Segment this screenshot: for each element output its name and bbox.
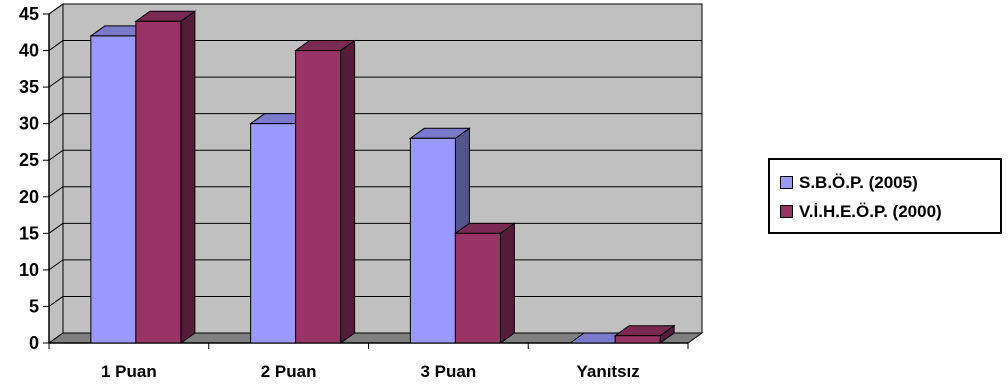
bar-1-2-front (250, 123, 297, 344)
y-tick-label: 0 (29, 333, 39, 353)
bar-1-3-front (409, 137, 456, 344)
gridline-side (48, 259, 64, 271)
y-tick-label: 25 (19, 150, 39, 170)
bar-2-1-front (135, 20, 182, 344)
bar-2-3-side (499, 222, 515, 344)
x-category-label: 2 Puan (261, 362, 317, 381)
legend-swatch-series-1 (780, 176, 793, 189)
bar-2-2-front (295, 50, 342, 344)
bar-2-3 (453, 222, 516, 344)
gridline-side (48, 296, 64, 307)
gridline-side (48, 76, 64, 88)
y-tick-label: 40 (19, 41, 39, 61)
y-tick-label: 15 (19, 223, 39, 243)
bar-2-3-front (454, 232, 501, 344)
x-axis-category-labels: 1 Puan 2 Puan 3 Puan Yanıtsız (101, 362, 640, 381)
bar-1-1-front (90, 35, 137, 344)
legend-item-series-1: S.B.Ö.P. (2005) (780, 168, 1000, 197)
bar-2-1 (134, 10, 197, 344)
gridline-side (48, 3, 64, 15)
legend-item-series-2: V.İ.H.E.Ö.P. (2000) (780, 197, 1000, 226)
gridline-side (48, 186, 64, 198)
x-category-label: 3 Puan (421, 362, 477, 381)
bar-2-2-side (340, 39, 356, 344)
legend-label-series-2: V.İ.H.E.Ö.P. (2000) (799, 201, 942, 221)
legend-label-series-1: S.B.Ö.P. (2005) (799, 172, 918, 192)
bar-2-1-side (180, 10, 196, 344)
y-tick-label: 45 (19, 4, 39, 24)
y-axis-tick-labels: 0 5 10 15 20 25 30 35 40 45 (19, 4, 39, 353)
y-tick-label: 5 (29, 296, 39, 316)
y-tick-label: 30 (19, 114, 39, 134)
y-tick-label: 20 (19, 187, 39, 207)
gridline-side (48, 40, 64, 51)
bars (89, 10, 676, 344)
bar-2-4-front (614, 335, 661, 344)
chart-legend: S.B.Ö.P. (2005) V.İ.H.E.Ö.P. (2000) (768, 158, 1002, 234)
side-wall (48, 3, 64, 344)
y-tick-label: 35 (19, 77, 39, 97)
bar-2-4 (613, 324, 676, 344)
gridline-side (48, 149, 64, 161)
gridline-side (48, 222, 64, 234)
gridline-side (48, 113, 64, 125)
legend-swatch-series-2 (780, 205, 793, 218)
y-tick-label: 10 (19, 260, 39, 280)
bar-2-2 (294, 39, 357, 344)
x-category-label: 1 Puan (101, 362, 157, 381)
x-category-label: Yanıtsız (576, 362, 639, 381)
